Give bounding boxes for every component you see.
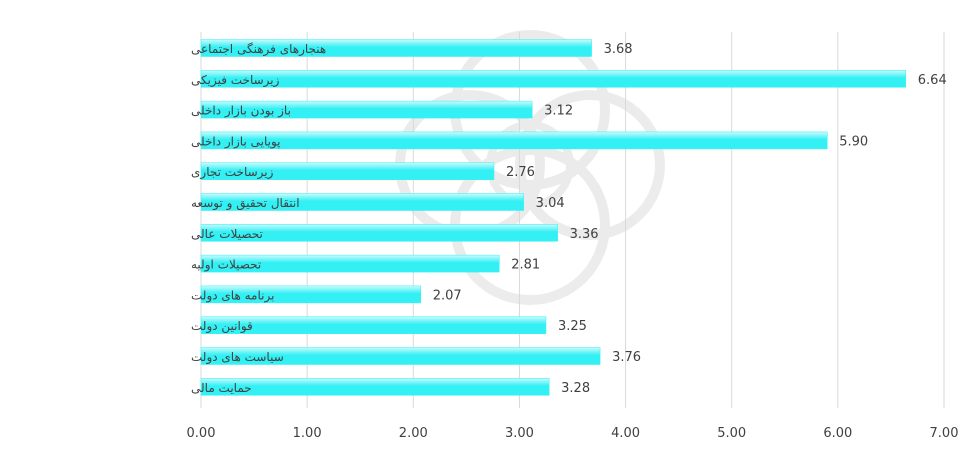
bar bbox=[200, 131, 828, 150]
bar bbox=[200, 316, 547, 334]
bar bbox=[200, 378, 550, 396]
category-label: هنجارهای فرهنگی اجتماعی bbox=[191, 42, 326, 57]
bar-value-label: 3.76 bbox=[612, 350, 641, 365]
category-label: پویایی بازار داخلی bbox=[191, 134, 281, 149]
bar-value-label: 5.90 bbox=[839, 134, 868, 149]
category-label: تحصیلات عالی bbox=[191, 227, 263, 241]
bar-value-label: 3.04 bbox=[536, 196, 565, 211]
bar bbox=[200, 162, 495, 180]
category-label: زیرساخت فیزیکی bbox=[191, 73, 280, 88]
bar-value-label: 2.81 bbox=[511, 258, 540, 273]
x-tick-label: 5.00 bbox=[717, 426, 746, 441]
category-label: تحصیلات اولیه bbox=[191, 258, 261, 273]
bar bbox=[200, 193, 524, 211]
bar bbox=[200, 285, 421, 304]
bar bbox=[200, 100, 533, 119]
bar bbox=[200, 39, 592, 57]
bar-value-label: 2.07 bbox=[433, 288, 462, 303]
category-label: برنامه های دولت bbox=[191, 288, 274, 303]
bar bbox=[200, 347, 601, 365]
category-label: زیرساخت تجاری bbox=[191, 165, 274, 180]
x-tick-label: 3.00 bbox=[505, 426, 534, 441]
category-label: انتقال تحقیق و توسعه bbox=[191, 196, 300, 211]
category-label: سیاست های دولت bbox=[191, 350, 284, 365]
bar-value-label: 3.36 bbox=[570, 227, 599, 242]
bar bbox=[200, 70, 907, 88]
x-tick-label: 1.00 bbox=[293, 426, 322, 441]
bar bbox=[200, 224, 558, 242]
bar-value-label: 3.28 bbox=[561, 381, 590, 396]
bar-value-label: 2.76 bbox=[506, 165, 535, 180]
x-tick-label: 0.00 bbox=[187, 426, 216, 441]
bar bbox=[200, 254, 500, 273]
bar-value-label: 3.68 bbox=[604, 42, 633, 57]
category-label: باز بودن بازار داخلی bbox=[191, 104, 291, 119]
x-tick-label: 6.00 bbox=[823, 426, 852, 441]
category-label: حمایت مالی bbox=[191, 381, 252, 395]
x-tick-label: 2.00 bbox=[399, 426, 428, 441]
x-tick-label: 4.00 bbox=[611, 426, 640, 441]
bar-value-label: 6.64 bbox=[918, 73, 947, 88]
x-tick-label: 7.00 bbox=[930, 426, 959, 441]
category-label: قوانین دولت bbox=[191, 319, 253, 334]
bar-value-label: 3.12 bbox=[544, 104, 573, 119]
bar-value-label: 3.25 bbox=[558, 319, 587, 334]
